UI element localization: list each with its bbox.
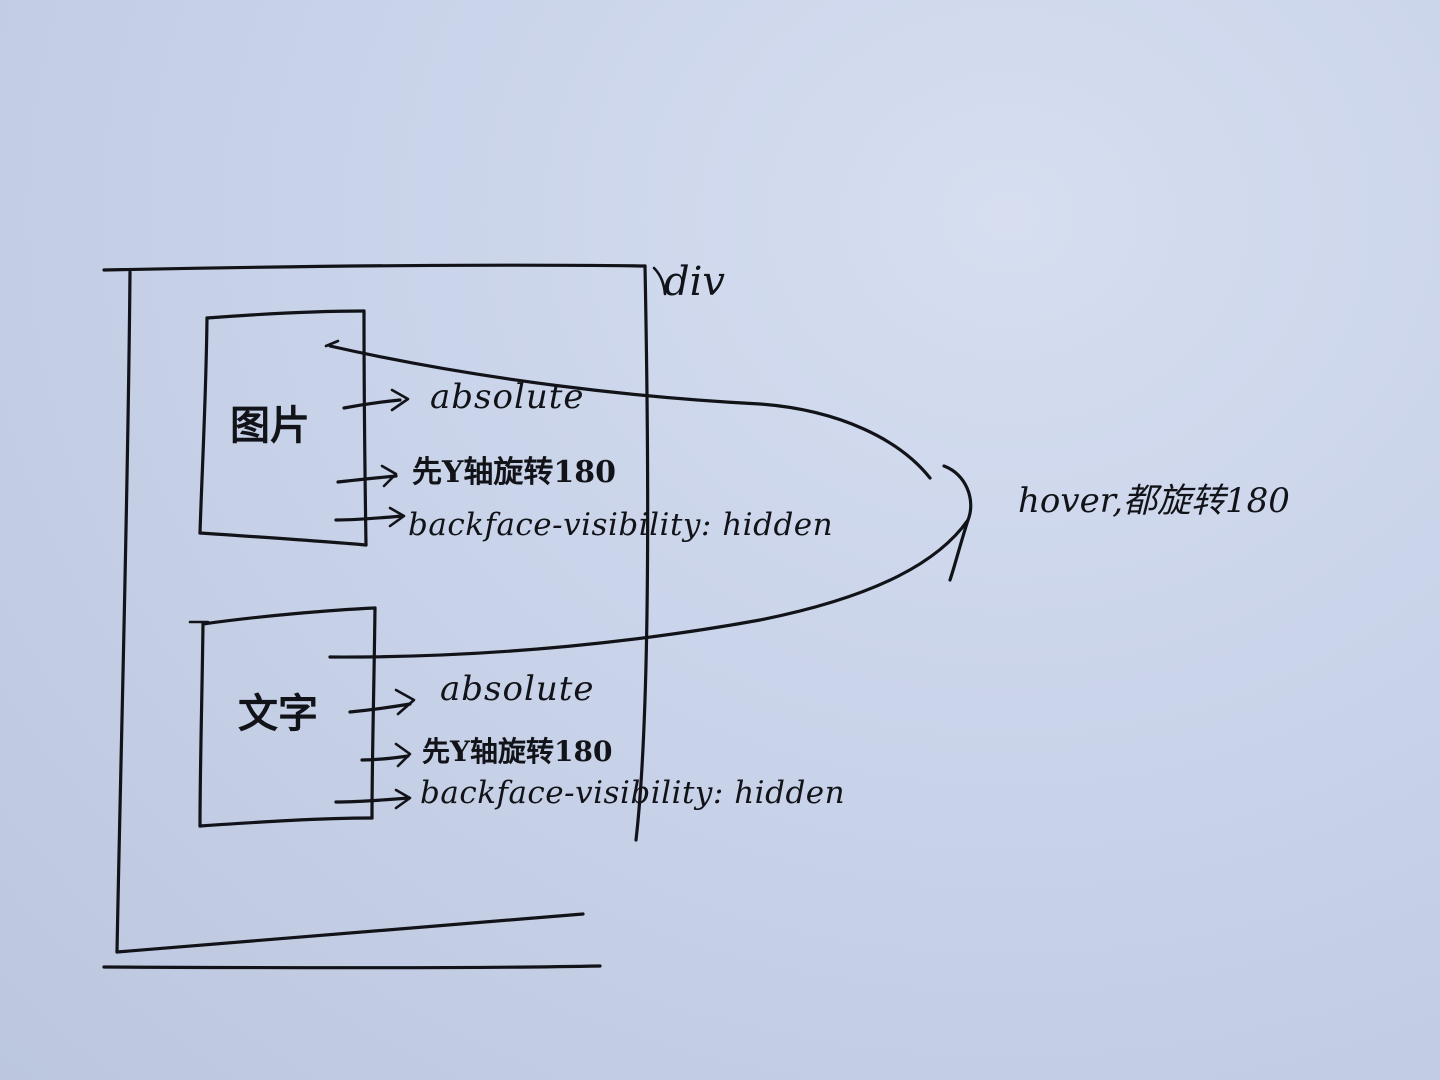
- image-box-label: 图片: [230, 402, 310, 449]
- div-label: div: [664, 259, 725, 305]
- text-box: [188, 606, 377, 828]
- text-box-label: 文字: [238, 690, 318, 737]
- text-arrows: [334, 688, 416, 810]
- text-note-rotate: 先Y轴旋转180: [422, 735, 613, 768]
- outer-div-box: [102, 263, 667, 970]
- hover-connector: [324, 339, 973, 659]
- text-note-backface: backface-visibility: hidden: [420, 775, 846, 811]
- image-arrows: [334, 388, 410, 528]
- image-note-rotate: 先Y轴旋转180: [412, 455, 617, 490]
- image-note-position: absolute: [430, 377, 585, 417]
- image-note-backface: backface-visibility: hidden: [408, 507, 834, 543]
- hover-note: hover,都旋转180: [1018, 481, 1290, 521]
- text-note-position: absolute: [440, 669, 595, 709]
